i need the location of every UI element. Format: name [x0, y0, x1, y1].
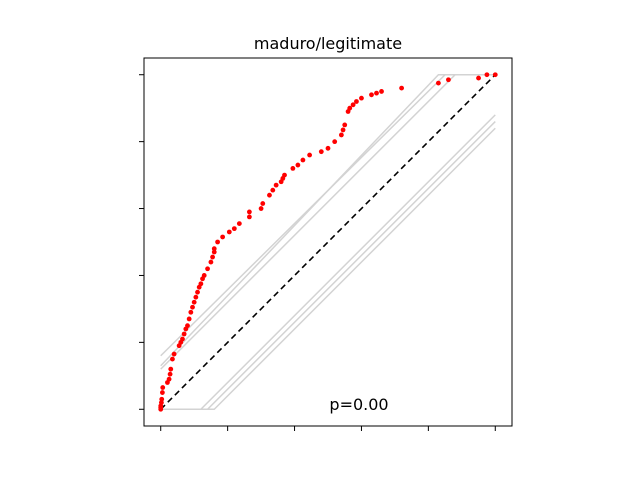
data-point: [369, 92, 374, 98]
data-point: [338, 132, 344, 138]
data-point: [399, 85, 404, 91]
data-point: [325, 145, 331, 151]
data-point: [446, 77, 451, 83]
data-point: [160, 385, 166, 390]
data-point: [342, 122, 348, 128]
data-point: [484, 72, 490, 78]
data-point: [282, 172, 287, 178]
data-point: [188, 309, 194, 315]
data-point: [258, 206, 264, 211]
data-point: [374, 90, 379, 96]
data-point: [354, 99, 359, 104]
data-point: [300, 157, 306, 163]
data-point: [166, 376, 172, 382]
data-point: [171, 351, 177, 357]
data-point: [198, 281, 204, 287]
data-point: [190, 304, 195, 310]
data-point: [211, 249, 217, 255]
envelope-line-5: [160, 127, 496, 411]
reference-diagonal-line: [160, 74, 496, 410]
data-point: [290, 166, 296, 171]
data-point: [201, 273, 207, 278]
data-point: [167, 371, 173, 377]
data-point: [195, 289, 200, 295]
envelope-line-1: [160, 73, 496, 367]
data-point: [186, 316, 192, 322]
data-point: [205, 266, 210, 272]
plot-frame: [143, 57, 513, 427]
envelope-lines: [160, 73, 496, 411]
data-point: [267, 192, 272, 198]
data-point: [180, 336, 185, 342]
data-point: [170, 356, 175, 362]
chart-title: maduro/legitimate: [254, 34, 402, 53]
data-point: [350, 102, 356, 108]
data-point: [211, 246, 217, 252]
data-point: [340, 127, 346, 133]
data-point: [181, 331, 187, 337]
x-axis-ticks: [160, 426, 496, 431]
data-point: [436, 80, 441, 86]
data-point: [160, 390, 165, 395]
data-point: [210, 254, 215, 260]
data-point: [168, 366, 174, 372]
data-point: [208, 259, 214, 265]
data-point: [295, 162, 301, 168]
envelope-line-2: [160, 73, 496, 370]
data-points: [158, 72, 498, 412]
data-point: [231, 226, 237, 232]
data-point: [159, 396, 165, 402]
data-point: [492, 72, 498, 78]
data-point: [246, 214, 252, 220]
data-point: [332, 139, 338, 145]
data-point: [270, 187, 276, 193]
data-point: [246, 209, 252, 215]
data-point: [307, 152, 312, 158]
data-point: [220, 234, 226, 240]
data-point: [273, 182, 279, 188]
data-point: [185, 323, 190, 329]
data-point: [347, 105, 353, 111]
data-point: [226, 229, 232, 235]
data-point: [318, 149, 324, 155]
data-point: [236, 221, 242, 227]
p-value-annotation: p=0.00: [329, 395, 388, 414]
data-point: [379, 89, 384, 94]
y-axis-ticks: [139, 74, 144, 410]
data-point: [191, 299, 197, 305]
data-point: [193, 294, 199, 300]
data-point: [215, 239, 221, 245]
data-point: [476, 75, 481, 81]
data-point: [359, 95, 364, 101]
data-point: [260, 201, 266, 206]
